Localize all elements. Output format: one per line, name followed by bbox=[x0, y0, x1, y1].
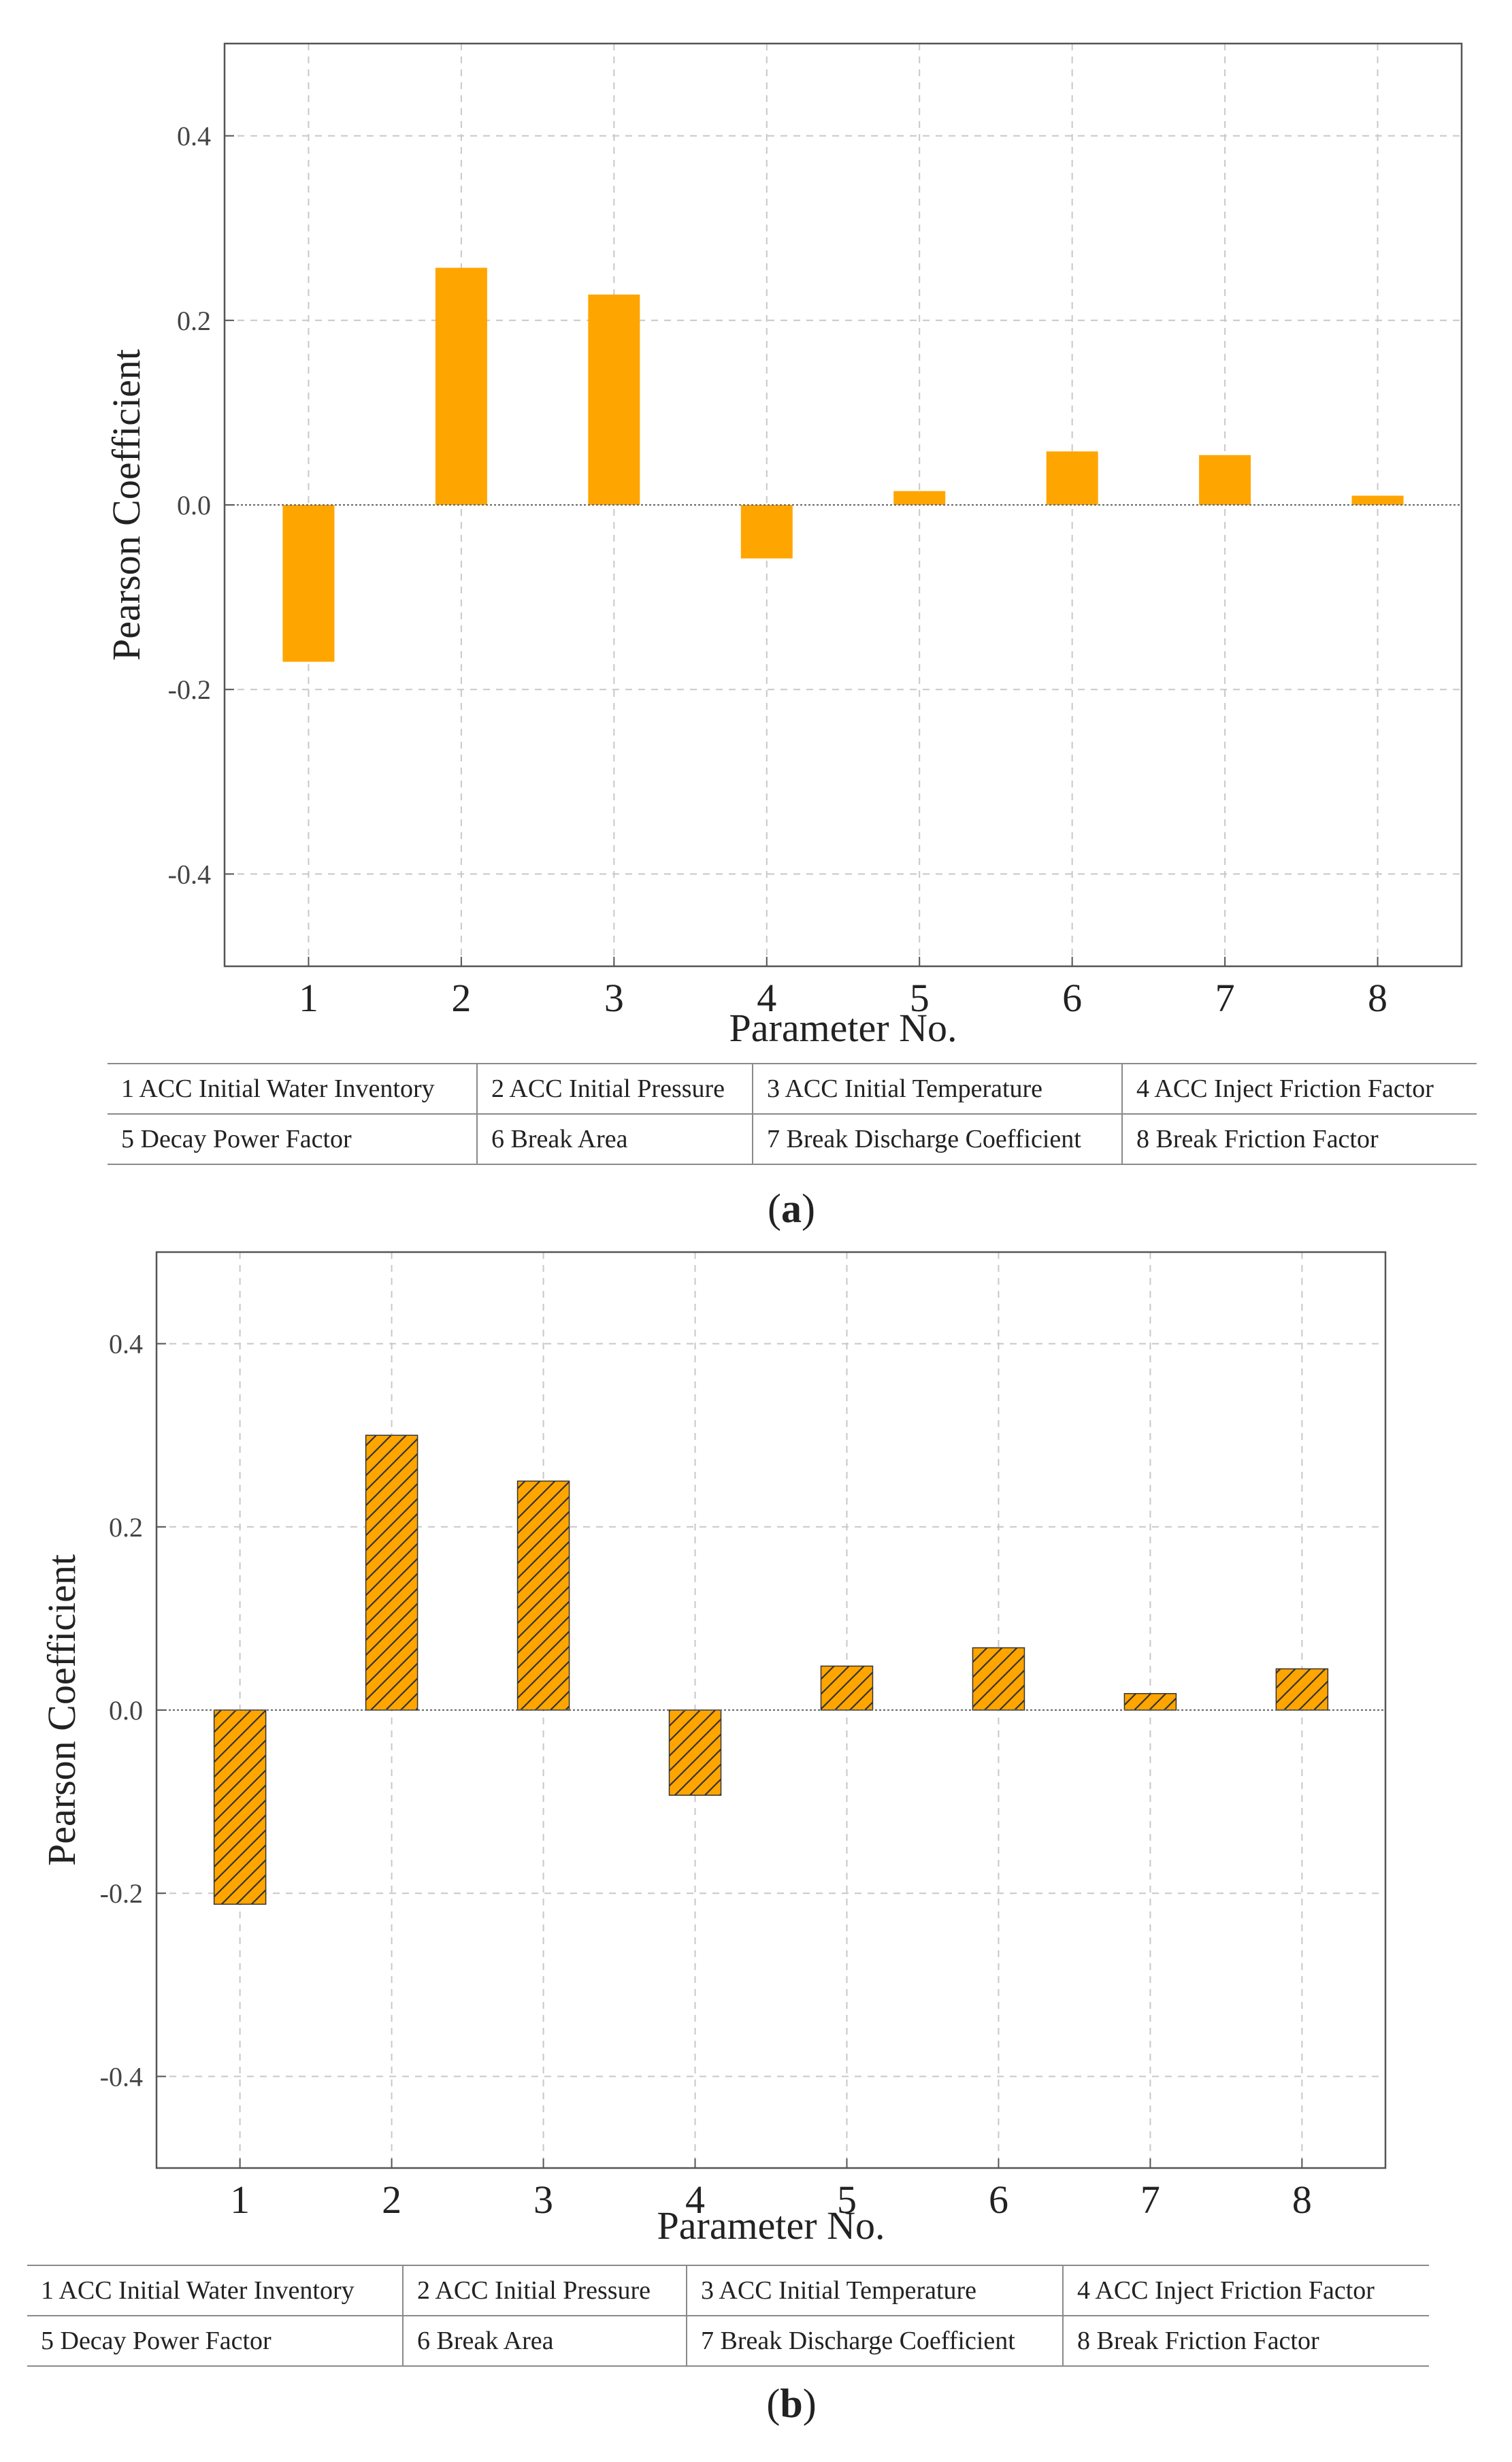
bar-5 bbox=[893, 491, 946, 505]
y-tick-label: 0.2 bbox=[109, 1512, 143, 1543]
table-cell: 6 Break Area bbox=[476, 1113, 753, 1165]
bar-2 bbox=[435, 267, 487, 505]
table-cell: 7 Break Discharge Coefficient bbox=[686, 2315, 1063, 2367]
x-axis-label: Parameter No. bbox=[729, 1006, 957, 1050]
y-tick-label: 0.4 bbox=[177, 121, 211, 152]
table-cell: 1 ACC Initial Water Inventory bbox=[108, 1063, 477, 1115]
bar-1 bbox=[213, 1709, 267, 1905]
table-row: 5 Decay Power Factor 6 Break Area 7 Brea… bbox=[27, 2315, 1429, 2367]
x-tick-label: 8 bbox=[1292, 2178, 1312, 2222]
x-tick-label: 3 bbox=[604, 976, 624, 1020]
table-cell: 3 ACC Initial Temperature bbox=[752, 1063, 1122, 1115]
bar-4 bbox=[668, 1709, 722, 1796]
table-cell: 4 ACC Inject Friction Factor bbox=[1121, 1063, 1477, 1115]
x-tick-label: 8 bbox=[1368, 976, 1387, 1020]
table-cell: 5 Decay Power Factor bbox=[27, 2315, 403, 2367]
table-cell: 3 ACC Initial Temperature bbox=[686, 2265, 1063, 2316]
y-axis-label: Pearson Coefficient bbox=[104, 349, 148, 661]
bar-6 bbox=[1046, 451, 1098, 505]
bar-3 bbox=[516, 1480, 570, 1711]
y-tick-label: 0.2 bbox=[177, 306, 211, 336]
x-tick-label: 5 bbox=[910, 976, 930, 1020]
bar-7 bbox=[1199, 455, 1251, 505]
bar-8 bbox=[1351, 495, 1404, 505]
bar-4 bbox=[740, 505, 793, 559]
x-tick-label: 6 bbox=[1062, 976, 1082, 1020]
x-tick-label: 7 bbox=[1140, 2178, 1160, 2222]
parameter-table-b: 1 ACC Initial Water Inventory 2 ACC Init… bbox=[27, 2265, 1429, 2367]
x-axis-label: Parameter No. bbox=[657, 2203, 885, 2248]
y-tick-label: 0.4 bbox=[109, 1329, 143, 1360]
bar-3 bbox=[588, 294, 640, 505]
x-tick-label: 2 bbox=[451, 976, 471, 1020]
x-tick-label: 4 bbox=[757, 976, 776, 1020]
table-cell: 1 ACC Initial Water Inventory bbox=[27, 2265, 403, 2316]
bar-7 bbox=[1123, 1693, 1177, 1711]
table-cell: 8 Break Friction Factor bbox=[1121, 1113, 1477, 1165]
x-tick-label: 3 bbox=[533, 2178, 553, 2222]
x-tick-label: 6 bbox=[989, 2178, 1008, 2222]
parameter-table-a: 1 ACC Initial Water Inventory 2 ACC Init… bbox=[108, 1063, 1477, 1165]
panel-label-a: (a) bbox=[768, 1186, 815, 1231]
y-tick-label: -0.2 bbox=[100, 1878, 143, 1909]
table-row: 1 ACC Initial Water Inventory 2 ACC Init… bbox=[27, 2265, 1429, 2316]
x-tick-label: 5 bbox=[837, 2178, 857, 2222]
y-tick-label: 0.0 bbox=[109, 1695, 143, 1726]
x-tick-label: 7 bbox=[1215, 976, 1235, 1020]
y-tick-label: -0.4 bbox=[100, 2061, 143, 2092]
table-row: 1 ACC Initial Water Inventory 2 ACC Init… bbox=[108, 1063, 1477, 1115]
table-cell: 2 ACC Initial Pressure bbox=[476, 1063, 753, 1115]
x-tick-label: 2 bbox=[382, 2178, 401, 2222]
table-cell: 2 ACC Initial Pressure bbox=[402, 2265, 687, 2316]
panel-label-b: (b) bbox=[766, 2381, 817, 2426]
table-cell: 8 Break Friction Factor bbox=[1062, 2315, 1429, 2367]
bar-8 bbox=[1275, 1668, 1329, 1711]
y-tick-label: -0.2 bbox=[168, 674, 211, 705]
x-tick-label: 4 bbox=[685, 2178, 705, 2222]
table-row: 5 Decay Power Factor 6 Break Area 7 Brea… bbox=[108, 1113, 1477, 1165]
x-tick-label: 1 bbox=[230, 2178, 250, 2222]
table-cell: 7 Break Discharge Coefficient bbox=[752, 1113, 1122, 1165]
x-tick-label: 1 bbox=[299, 976, 318, 1020]
table-cell: 4 ACC Inject Friction Factor bbox=[1062, 2265, 1429, 2316]
bar-2 bbox=[365, 1434, 418, 1711]
bar-6 bbox=[972, 1647, 1025, 1711]
y-axis-label: Pearson Coefficient bbox=[39, 1554, 84, 1866]
y-tick-label: 0.0 bbox=[177, 490, 211, 521]
bar-1 bbox=[282, 505, 335, 662]
table-cell: 6 Break Area bbox=[402, 2315, 687, 2367]
y-tick-label: -0.4 bbox=[168, 859, 211, 889]
table-cell: 5 Decay Power Factor bbox=[108, 1113, 477, 1165]
bar-5 bbox=[820, 1665, 874, 1711]
